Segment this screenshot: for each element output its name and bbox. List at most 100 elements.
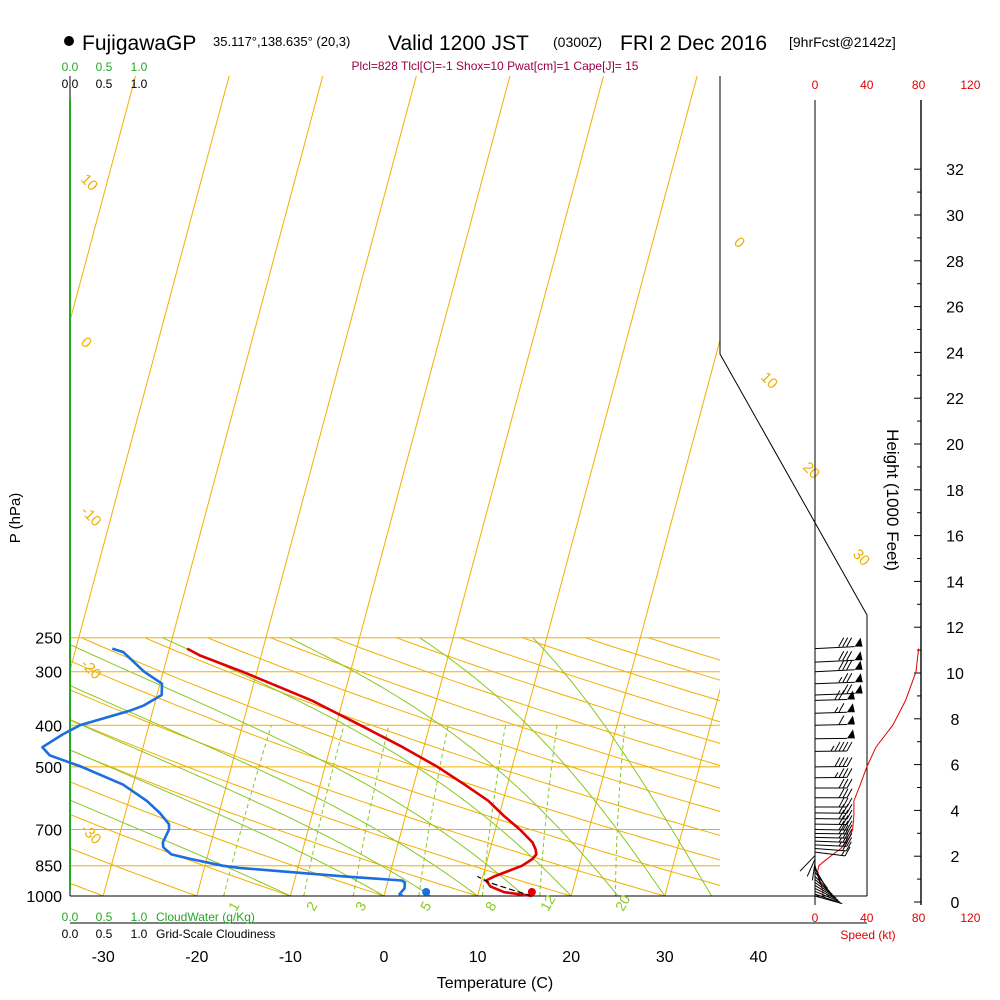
isotherm-line	[102, 76, 324, 896]
pressure-tick-label: 850	[35, 859, 62, 876]
mixing-ratio-label: 2	[303, 899, 321, 914]
wind-barb-staff	[814, 693, 855, 696]
moist-adiabat-line	[70, 637, 478, 896]
cloudiness-top-tick: 0.5	[96, 77, 113, 91]
wind-barb-full	[842, 778, 849, 789]
wind-barb-staff	[806, 858, 816, 877]
wind-barb-staff	[814, 871, 829, 889]
isotherm-line	[852, 76, 1000, 896]
dry-adiabat-line	[333, 637, 720, 766]
wind-barb-full	[842, 804, 849, 814]
wind-barb-full	[838, 824, 845, 835]
wind-barb	[814, 768, 853, 779]
dry-adiabat-label: 10	[757, 369, 781, 393]
wind-barb	[814, 757, 853, 768]
wind-barb-full	[842, 660, 849, 670]
dry-adiabat-line	[270, 637, 720, 789]
mixing-ratio-label: 3	[352, 899, 370, 914]
wind-barb-full	[842, 637, 849, 647]
wind-barb	[814, 673, 863, 685]
wind-barb-full	[842, 684, 849, 694]
height-tick-label: 30	[946, 208, 964, 225]
wind-barb-half	[838, 832, 843, 839]
moist-adiabat-line	[70, 637, 385, 896]
wind-barb	[814, 637, 863, 650]
wind-barb-full	[846, 757, 853, 767]
wind-barb-staff	[814, 698, 847, 701]
temperature-tick-label: 40	[750, 949, 768, 966]
wind-barb-full	[842, 757, 849, 767]
wind-barb-full	[838, 778, 845, 789]
wind-barb-full	[846, 824, 853, 835]
moist-adiabat-line	[70, 637, 525, 896]
height-tick-label: 20	[946, 437, 964, 454]
temperature-tick-label: -10	[279, 949, 302, 966]
wind-barb-staff	[814, 879, 833, 895]
wind-barb	[815, 778, 853, 789]
height-tick-label: 0	[951, 895, 960, 912]
wind-barb	[814, 820, 853, 831]
wind-barb-flag	[854, 651, 863, 661]
speed-top-tick: 120	[960, 78, 980, 92]
wind-barb	[814, 841, 852, 852]
cloudiness-bottom-tick: 0.5	[96, 927, 113, 941]
isotherm-line	[758, 76, 978, 896]
speed-bottom-tick: 120	[960, 911, 980, 925]
wind-barb-full	[846, 788, 853, 798]
wind-barb-full	[846, 684, 853, 694]
dry-adiabat-line	[70, 813, 291, 896]
pressure-tick-label: 500	[35, 760, 62, 777]
cloudiness-bottom-tick: 1.0	[131, 927, 148, 941]
wind-barb	[814, 703, 855, 714]
surface-dewpoint-point	[422, 888, 431, 896]
wind-barb-full	[834, 690, 841, 700]
dry-adiabat-line	[70, 718, 572, 896]
station-dot-icon	[64, 36, 74, 46]
dry-adiabat-line	[459, 637, 720, 723]
cloudiness-top-tick: 0.0	[62, 77, 79, 91]
isotherm-line	[289, 76, 511, 896]
stability-indices: Plcl=828 Tlcl[C]=-1 Shox=10 Pwat[cm]=1 C…	[352, 59, 639, 73]
moist-adiabat-line	[70, 637, 291, 896]
wind-barb-full	[842, 824, 849, 835]
isotherm-line	[383, 76, 605, 896]
wind-barb-full	[846, 833, 853, 843]
cloud-water-bottom-tick: 0.5	[96, 910, 113, 924]
series-parcel	[477, 875, 533, 897]
wind-barb-full	[838, 809, 845, 820]
moist-adiabat-line	[532, 637, 713, 896]
height-tick-label: 28	[946, 254, 964, 271]
pressure-tick-label: 700	[35, 823, 62, 840]
dry-adiabat-line	[70, 689, 665, 896]
cloud-water-bottom-tick: 0.0	[62, 910, 79, 924]
dry-adiabat-label: -20	[77, 656, 104, 683]
wind-barb	[814, 715, 855, 726]
dry-adiabat-line	[0, 638, 10, 896]
dry-adiabat-label: 10	[77, 171, 101, 195]
wind-barb-full	[838, 690, 845, 700]
height-axis-title: Height (1000 Feet)	[883, 429, 902, 571]
dry-adiabat-line	[70, 749, 478, 896]
dry-adiabat-label: 0	[77, 334, 95, 352]
dry-adiabat-label: 0	[730, 234, 748, 252]
height-tick-label: 14	[946, 574, 964, 591]
wind-barb-full	[846, 741, 853, 752]
speed-top-tick: 80	[912, 78, 926, 92]
wind-barb-full	[842, 833, 849, 843]
series-temperature	[186, 647, 538, 898]
wind-barb-flag	[846, 729, 855, 739]
wind-barb-full	[838, 715, 845, 725]
wind-barb-half	[838, 837, 843, 843]
wind-barb-full	[838, 637, 845, 647]
temperature-tick-label: -30	[92, 949, 115, 966]
surface-temperature-point	[527, 888, 536, 896]
wind-barb-half	[838, 677, 843, 683]
wind-barb	[814, 846, 851, 857]
temperature-tick-label: 10	[469, 949, 487, 966]
wind-barb-full	[846, 768, 853, 778]
wind-barb	[814, 650, 863, 663]
isotherm-line	[570, 338, 720, 896]
